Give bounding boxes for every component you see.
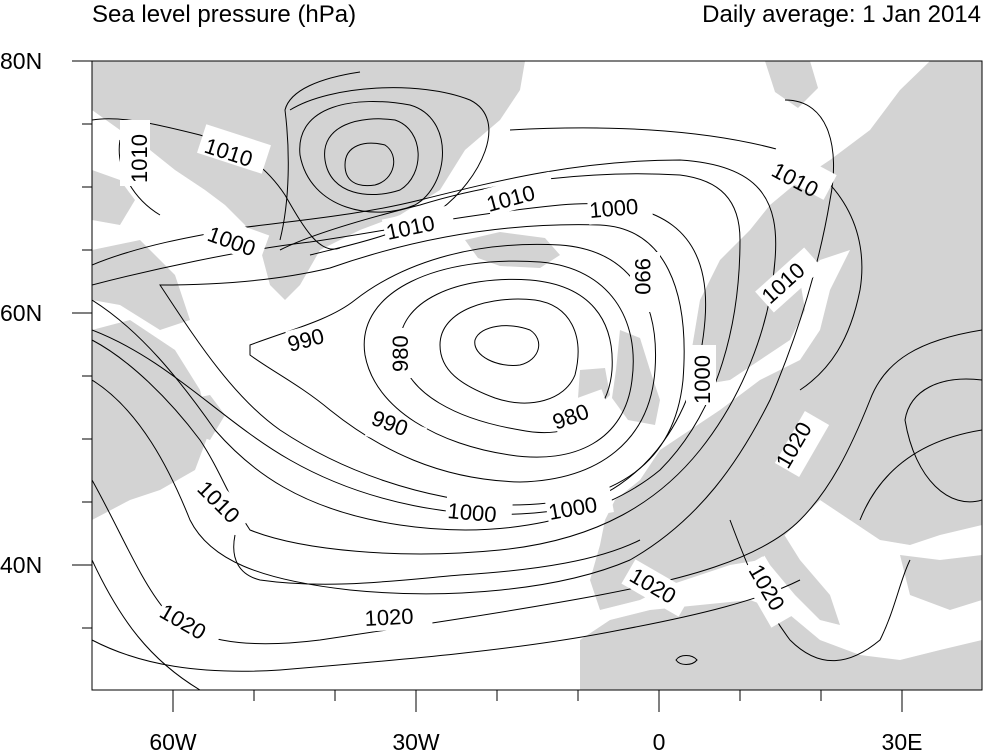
- contour-label: 990: [285, 323, 327, 357]
- lon-label-30w: 30W: [392, 729, 440, 755]
- contour-label: 1000: [690, 355, 715, 404]
- land-italy: [750, 510, 840, 625]
- land-arctic-islands: [92, 170, 135, 225]
- isobar-small-africa: [675, 655, 698, 665]
- land-iceland: [465, 232, 560, 268]
- lon-label-30e: 30E: [882, 729, 923, 755]
- lon-label-0: 0: [653, 729, 666, 755]
- lat-label-40n: 40N: [0, 552, 42, 578]
- contour-label: 980: [388, 335, 413, 372]
- land-greenland: [92, 61, 525, 300]
- axis-labels: 80N 60N 40N 60W 30W 0 30E: [0, 48, 922, 755]
- isobar-greenland-1: [344, 142, 395, 187]
- land-svalbard: [765, 61, 818, 108]
- land-great-britain: [612, 330, 660, 425]
- lat-label-60n: 60N: [0, 300, 42, 326]
- lat-label-80n: 80N: [0, 48, 42, 74]
- isobar-995: [159, 224, 685, 506]
- isobar-990: [249, 243, 657, 483]
- contour-label: 1010: [484, 180, 538, 217]
- isobar-1000: [92, 203, 707, 515]
- isobar-greenland-3: [299, 101, 443, 213]
- land-eurasia: [590, 61, 982, 610]
- contour-label: 990: [630, 258, 655, 295]
- isobar-1015: [92, 99, 835, 595]
- contour-label: 1000: [447, 498, 498, 527]
- land-north-africa: [580, 600, 982, 690]
- isobar-1020-c: [859, 429, 982, 521]
- isobar-greenland-2: [324, 118, 419, 196]
- land-masses: [92, 61, 982, 690]
- isobar-1020-b: [92, 579, 801, 672]
- contour-label: 1000: [588, 194, 639, 223]
- contour-label: 1020: [364, 603, 414, 631]
- isobar-980: [399, 278, 613, 433]
- isobars: [92, 71, 982, 690]
- lon-label-60w: 60W: [149, 729, 197, 755]
- land-anatolia: [900, 555, 982, 610]
- isobar-975: [474, 325, 540, 366]
- lat-ticks: [72, 60, 92, 629]
- map-date: Daily average: 1 Jan 2014: [702, 1, 981, 28]
- land-north-america: [92, 320, 210, 520]
- isobar-1025: [904, 378, 982, 503]
- land-newfoundland: [185, 395, 225, 440]
- isobar-greenland-4: [289, 87, 490, 256]
- isobar-1015-b: [92, 559, 201, 690]
- isobar-greenland-5: [279, 71, 361, 241]
- lon-ticks: [172, 690, 903, 712]
- isobar-980-inner: [439, 298, 579, 404]
- isobar-1010-e: [233, 534, 641, 585]
- contour-label-backgrounds: [120, 120, 837, 657]
- land-labrador: [92, 240, 190, 330]
- contour-label: 1010: [127, 134, 152, 183]
- map-title: Sea level pressure (hPa): [92, 1, 357, 28]
- isobar-985: [363, 260, 634, 458]
